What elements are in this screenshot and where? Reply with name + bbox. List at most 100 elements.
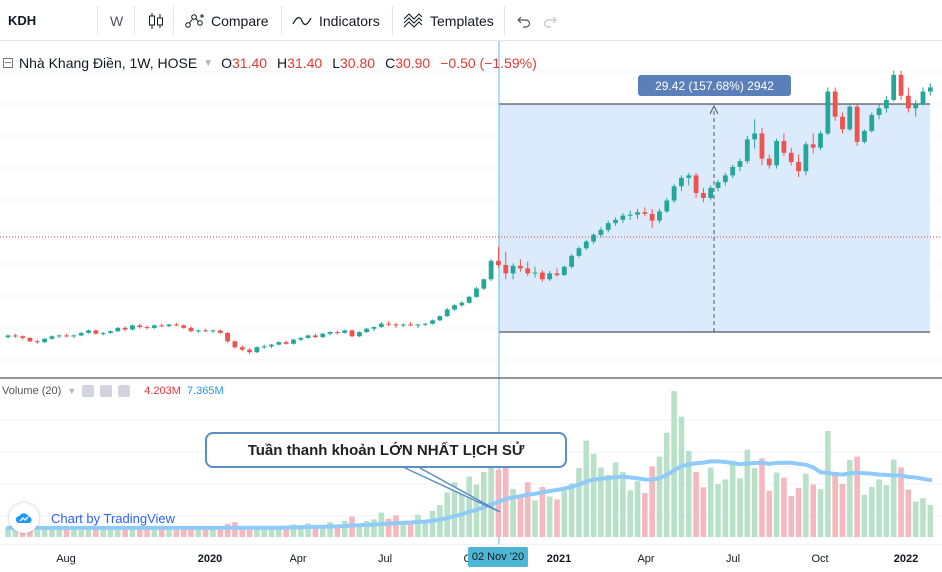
volume-bar [678, 416, 685, 537]
volume-bar [400, 522, 407, 537]
chevron-down-icon[interactable]: ▼ [67, 386, 77, 396]
brand-label: Chart by TradingView [51, 510, 176, 526]
time-axis[interactable]: Aug2020AprJulOct2021AprJulOct2022 [0, 545, 942, 572]
candle-body [173, 324, 179, 326]
volume-bar [195, 529, 202, 537]
volume-bar [737, 478, 743, 537]
volume-bar [246, 528, 253, 537]
volume-bar [751, 468, 758, 537]
indicators-icon [292, 16, 312, 25]
volume-bar [34, 530, 41, 537]
volume-bar [642, 493, 648, 537]
candle-body [166, 324, 172, 327]
volume-bar [224, 523, 231, 537]
candle-body [730, 166, 736, 176]
volume-bar [510, 489, 516, 537]
candle-body [583, 241, 589, 249]
volume-bar [115, 529, 121, 537]
candle-body [5, 335, 11, 338]
candle-body [452, 305, 457, 310]
chevron-down-icon[interactable]: ▼ [203, 57, 214, 69]
candle-body [759, 133, 765, 159]
candle-body [679, 177, 684, 187]
volume-ma-line [6, 459, 933, 530]
x-tick-label: Jul [725, 553, 741, 565]
candle-body [86, 330, 91, 333]
candle-body [100, 332, 106, 334]
volume-bar [268, 527, 275, 537]
price-chart[interactable] [0, 41, 942, 545]
volume-bar [598, 467, 604, 537]
templates-label: Templates [430, 12, 494, 29]
candle-body [788, 152, 794, 162]
x-tick-label: 2021 [546, 553, 572, 565]
symbol-search[interactable]: KDH [8, 0, 36, 41]
close-icon[interactable] [118, 385, 131, 397]
volume-bar [817, 489, 824, 537]
volume-ma-value: 7.365M [186, 385, 224, 397]
volume-bar [854, 456, 860, 537]
volume-bar [239, 526, 246, 537]
candle-body [444, 309, 450, 317]
volume-bar [612, 462, 619, 537]
interval-button[interactable]: W [110, 0, 123, 41]
candle-body [825, 91, 831, 134]
candle-body [920, 91, 926, 105]
high-value: 31.40 [287, 55, 323, 71]
volume-bar [254, 527, 260, 537]
volume-bar [920, 498, 926, 537]
candle-body [320, 333, 326, 338]
candle-body [642, 212, 648, 214]
eye-icon[interactable] [82, 385, 95, 397]
volume-bar [773, 472, 780, 537]
candle-body [261, 346, 267, 348]
candle-body [108, 331, 113, 333]
x-tick-label: Oct [811, 553, 829, 565]
volume-bar [202, 529, 209, 537]
tradingview-brand[interactable]: Chart by TradingView [9, 503, 175, 533]
undo-button[interactable] [514, 0, 532, 41]
candle-body [327, 332, 333, 334]
compare-button[interactable]: Compare [183, 0, 269, 41]
redo-button[interactable] [542, 0, 560, 41]
candle-body [137, 325, 143, 328]
candle-body [774, 141, 779, 166]
candle-body [898, 74, 904, 96]
volume-bar [759, 458, 765, 537]
volume-bar [605, 474, 612, 537]
candle-body [349, 330, 355, 337]
volume-bar [385, 518, 392, 537]
volume-bar [620, 472, 626, 537]
candle-body [854, 106, 860, 142]
volume-bar [627, 490, 633, 537]
volume-bar [144, 527, 150, 537]
candle-body [415, 324, 421, 326]
candle-body [276, 342, 282, 345]
candle-body [847, 106, 853, 130]
templates-button[interactable]: Templates [402, 0, 494, 41]
volume-bar [810, 484, 816, 537]
x-tick-label: Apr [289, 553, 307, 565]
volume-bar [93, 527, 99, 537]
volume-bar [341, 521, 348, 537]
candle-body [832, 91, 838, 117]
volume-bar [107, 527, 114, 537]
candle-body [891, 74, 897, 100]
candles-icon [149, 12, 163, 29]
x-tick-label: Apr [637, 553, 655, 565]
candle-body [905, 95, 911, 109]
volume-bar [122, 526, 128, 537]
candle-body [518, 265, 523, 269]
indicators-button[interactable]: Indicators [291, 0, 380, 41]
gear-icon[interactable] [100, 385, 113, 397]
toolbar-divider [97, 6, 98, 35]
volume-legend: Volume (20) ▼ 4.203M 7.365M [2, 385, 224, 397]
collapse-icon[interactable] [3, 58, 13, 68]
toolbar-divider [504, 6, 505, 35]
annotation-callout[interactable]: Tuần thanh khoản LỚN NHẤT LỊCH SỬ [205, 432, 567, 468]
chart-style-button[interactable] [145, 0, 173, 41]
candle-body [305, 335, 311, 338]
candle-body [313, 335, 318, 338]
candle-body [195, 330, 201, 332]
candle-body [239, 347, 245, 350]
